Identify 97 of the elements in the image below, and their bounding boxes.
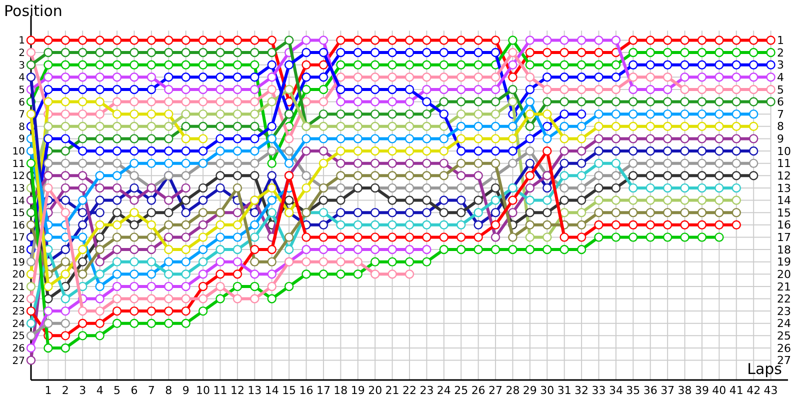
y-tick-label: 1 — [18, 36, 25, 47]
y-tick-label: 21 — [12, 282, 25, 293]
y2-tick-label: 9 — [777, 132, 784, 146]
x-tick-label: 41 — [729, 384, 744, 397]
y2-tick-label: 4 — [777, 71, 784, 84]
y-tick-label: 12 — [12, 171, 25, 182]
y-tick-label: 15 — [12, 208, 25, 220]
y2-tick-label: 25 — [777, 330, 791, 343]
x-tick-label: 38 — [678, 384, 692, 397]
y2-tick-label: 1 — [777, 34, 784, 48]
x-tick-label: 4 — [96, 384, 104, 397]
x-tick-label: 2 — [62, 384, 69, 397]
y2-tick-label: 5 — [777, 83, 784, 96]
x-tick-label: 39 — [694, 384, 709, 397]
y-tick-label: 10 — [12, 146, 25, 158]
y2-tick-label: 2 — [777, 46, 784, 60]
x-tick-label: 31 — [557, 384, 572, 397]
y-tick-label: 20 — [12, 270, 25, 281]
x-tick-label: 13 — [248, 384, 262, 397]
x-tick-label: 40 — [712, 384, 726, 397]
x-tick-label: 33 — [592, 384, 606, 397]
y-tick-label: 27 — [12, 356, 25, 367]
x-tick-label: 34 — [608, 384, 623, 397]
x-tick-label: 15 — [282, 384, 296, 397]
y2-tick-label: 8 — [777, 120, 784, 134]
y2-tick-label: 11 — [777, 157, 791, 170]
y-tick-label: 6 — [18, 97, 25, 108]
y2-tick-label: 16 — [777, 218, 791, 232]
y-tick-label: 2 — [18, 48, 25, 60]
y-tick-label: 3 — [18, 60, 25, 72]
y-tick-label: 19 — [12, 257, 25, 268]
y-tick-label: 9 — [18, 134, 25, 146]
y-tick-label: 23 — [12, 306, 25, 318]
x-tick-label: 23 — [420, 384, 434, 397]
x-tick-label: 32 — [574, 384, 589, 397]
x-tick-label: 28 — [506, 384, 520, 397]
y-tick-label: 26 — [12, 343, 25, 354]
y2-tick-label: 14 — [777, 194, 791, 208]
y-tick-label: 25 — [12, 331, 25, 342]
x-tick-label: 16 — [299, 384, 314, 397]
x-tick-label: 27 — [488, 384, 503, 397]
x-tick-label: 10 — [196, 384, 210, 397]
x-tick-label: 22 — [402, 384, 416, 397]
x-tick-label: 20 — [368, 384, 382, 397]
x-tick-label: 7 — [148, 384, 155, 397]
x-tick-label: 21 — [385, 384, 400, 397]
x-tick-label: 18 — [334, 384, 348, 397]
y-tick-label: 16 — [12, 220, 25, 232]
y2-tick-label: 21 — [777, 280, 791, 294]
y2-tick-label: 10 — [777, 144, 791, 158]
x-tick-label: 14 — [264, 384, 279, 397]
y2-tick-label: 26 — [777, 342, 791, 355]
y2-tick-label: 24 — [777, 317, 791, 330]
x-tick-label: 3 — [79, 384, 86, 397]
y-tick-label: 13 — [12, 183, 25, 194]
x-tick-label: 36 — [643, 384, 658, 397]
y2-tick-label: 18 — [777, 243, 791, 256]
x-tick-label: 43 — [764, 384, 778, 397]
y-tick-label: 5 — [18, 84, 25, 96]
y2-tick-label: 7 — [777, 108, 784, 121]
y-tick-label: 17 — [12, 232, 25, 244]
y2-tick-label: 6 — [777, 96, 784, 109]
x-tick-label: 30 — [540, 384, 554, 397]
y-tick-label: 8 — [18, 122, 25, 133]
y-tick-label: 11 — [12, 158, 25, 170]
y-axis-title: Position — [4, 2, 62, 20]
y2-tick-label: 22 — [777, 292, 791, 306]
x-tick-label: 19 — [350, 384, 365, 397]
x-tick-label: 37 — [660, 384, 675, 397]
x-tick-label: 25 — [454, 384, 468, 397]
x-tick-label: 8 — [165, 384, 172, 397]
x-tick-label: 11 — [213, 384, 228, 397]
x-tick-label: 5 — [114, 384, 121, 397]
y-tick-label: 22 — [12, 294, 25, 306]
y-tick-label: 18 — [12, 245, 25, 256]
x-tick-label: 42 — [746, 384, 761, 397]
y2-tick-label: 13 — [777, 182, 791, 195]
x-tick-label: 6 — [130, 384, 138, 397]
x-tick-label: 35 — [626, 384, 640, 397]
y2-tick-label: 23 — [777, 304, 791, 318]
y2-tick-label: 20 — [777, 268, 791, 281]
x-tick-label: 29 — [522, 384, 537, 397]
y2-tick-label: 3 — [777, 58, 784, 72]
y2-tick-label: 12 — [777, 169, 791, 182]
y2-tick-label: 19 — [777, 256, 791, 269]
y-tick-label: 14 — [12, 196, 25, 207]
y2-tick-label: 15 — [777, 206, 791, 220]
y-tick-label: 4 — [18, 72, 25, 84]
x-tick-label: 9 — [182, 384, 190, 397]
y-tick-label: 24 — [12, 318, 25, 330]
x-tick-label: 26 — [471, 384, 486, 397]
x-tick-label: 12 — [230, 384, 244, 397]
y-tick-label: 7 — [18, 110, 25, 121]
y2-tick-label: 17 — [777, 231, 791, 244]
x-tick-label: 17 — [316, 384, 330, 397]
x-tick-label: 24 — [436, 384, 451, 397]
x-tick-label: 1 — [44, 384, 52, 397]
